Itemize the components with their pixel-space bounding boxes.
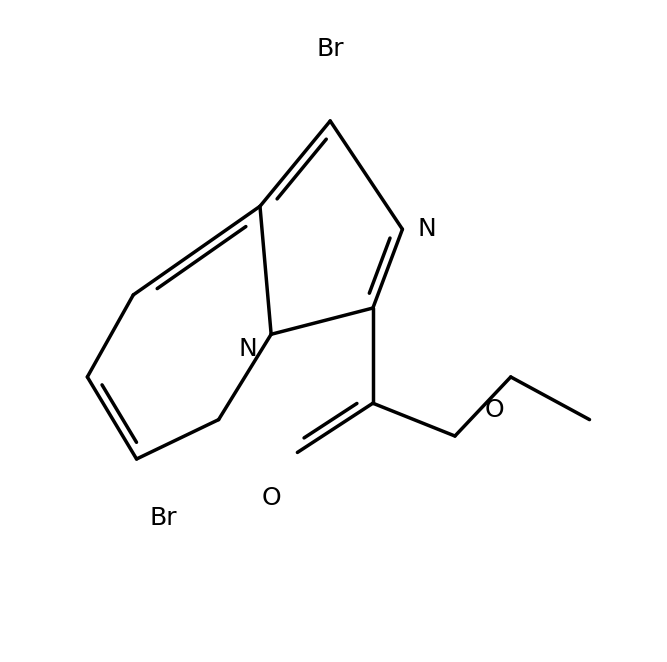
Text: O: O [261, 487, 281, 510]
Text: Br: Br [149, 506, 177, 530]
Text: O: O [484, 398, 504, 422]
Text: N: N [418, 217, 437, 241]
Text: Br: Br [316, 36, 344, 61]
Text: N: N [239, 337, 257, 361]
